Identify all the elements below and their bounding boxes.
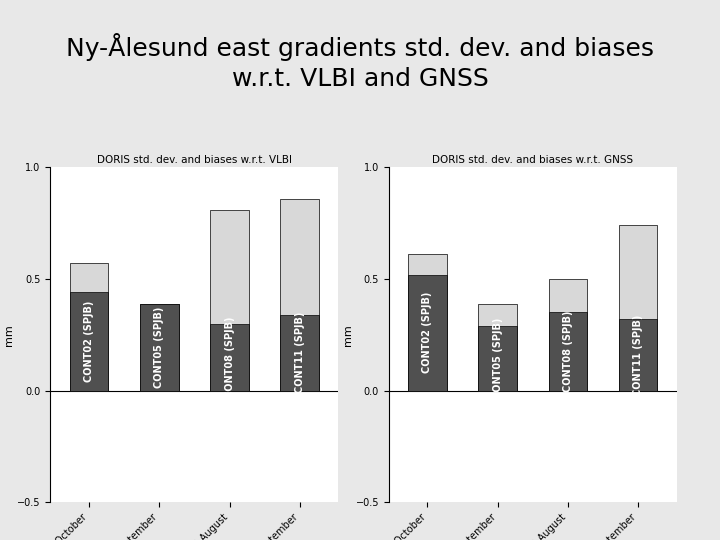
Bar (478, 303, 517, 390)
Bar (619, 319, 657, 390)
Title: DORIS std. dev. and biases w.r.t. VLBI: DORIS std. dev. and biases w.r.t. VLBI (97, 155, 292, 165)
Bar (408, 274, 446, 390)
Bar (281, 315, 319, 390)
Text: CONT05 (SPJB): CONT05 (SPJB) (492, 318, 503, 399)
Text: CONT08 (SPJB): CONT08 (SPJB) (563, 311, 573, 392)
Bar (70, 292, 108, 390)
Bar (549, 279, 588, 390)
Bar (70, 264, 108, 390)
Text: CONT02 (SPJB): CONT02 (SPJB) (84, 301, 94, 382)
Text: Ny-Ålesund east gradients std. dev. and biases
w.r.t. VLBI and GNSS: Ny-Ålesund east gradients std. dev. and … (66, 33, 654, 91)
Bar (140, 303, 179, 390)
Bar (549, 313, 588, 390)
Bar (210, 323, 249, 390)
Bar (210, 210, 249, 390)
Text: CONT08 (SPJB): CONT08 (SPJB) (225, 316, 235, 398)
Text: CONT05 (SPJB): CONT05 (SPJB) (154, 306, 164, 388)
Bar (408, 254, 446, 390)
Bar (281, 199, 319, 390)
Text: CONT11 (SPJB): CONT11 (SPJB) (633, 314, 643, 396)
Bar (619, 225, 657, 390)
Y-axis label: mm: mm (343, 324, 353, 346)
Text: CONT02 (SPJB): CONT02 (SPJB) (423, 292, 433, 373)
Title: DORIS std. dev. and biases w.r.t. GNSS: DORIS std. dev. and biases w.r.t. GNSS (432, 155, 634, 165)
Bar (478, 326, 517, 390)
Y-axis label: mm: mm (4, 324, 14, 346)
Text: CONT11 (SPJB): CONT11 (SPJB) (294, 312, 305, 393)
Bar (140, 303, 179, 390)
